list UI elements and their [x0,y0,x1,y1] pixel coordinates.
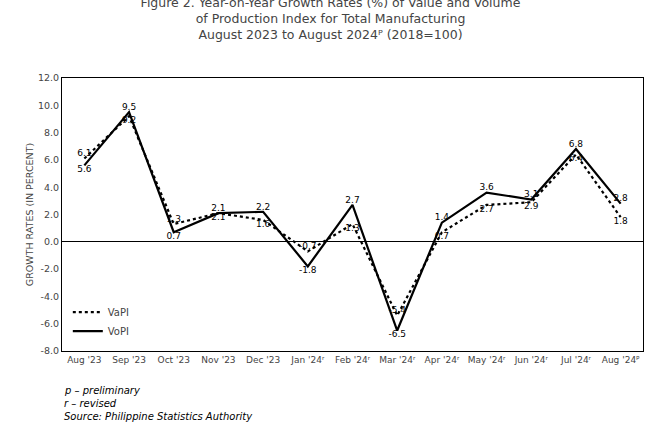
svg-text:12.0: 12.0 [38,72,59,83]
svg-text:-5.4: -5.4 [388,305,406,315]
svg-text:2.7: 2.7 [479,204,493,214]
svg-text:4.0: 4.0 [44,182,59,193]
svg-text:-1.8: -1.8 [299,265,317,275]
svg-text:2.8: 2.8 [613,193,628,203]
svg-text:1.8: 1.8 [613,216,628,226]
svg-text:5.6: 5.6 [77,164,92,174]
svg-text:Sep '23: Sep '23 [112,355,146,365]
svg-text:-0.7: -0.7 [299,241,317,251]
svg-text:6.8: 6.8 [569,139,584,149]
svg-text:2.1: 2.1 [211,212,225,222]
svg-text:2.1: 2.1 [211,203,225,213]
svg-text:-6.0: -6.0 [41,318,60,329]
svg-text:Apr '24ʳ: Apr '24ʳ [425,355,460,365]
svg-text:9.2: 9.2 [122,115,136,125]
svg-text:Jan '24ʳ: Jan '24ʳ [290,355,325,365]
svg-text:p – preliminary: p – preliminary [64,385,141,396]
svg-text:2.7: 2.7 [345,195,359,205]
svg-text:1.4: 1.4 [435,212,450,222]
svg-text:Mar '24ʳ: Mar '24ʳ [379,355,416,365]
svg-text:3.6: 3.6 [479,182,494,192]
svg-text:Nov '23: Nov '23 [201,355,235,365]
svg-text:GROWTH RATES (IN PERCENT): GROWTH RATES (IN PERCENT) [24,143,35,286]
svg-text:0.7: 0.7 [435,231,449,241]
svg-text:r – revised: r – revised [64,398,117,409]
svg-text:-4.0: -4.0 [41,291,60,302]
svg-text:Dec '23: Dec '23 [246,355,280,365]
svg-text:6.0: 6.0 [44,154,59,165]
svg-text:Jun '24ʳ: Jun '24ʳ [514,355,549,365]
svg-text:10.0: 10.0 [38,100,59,111]
svg-text:3.1: 3.1 [524,189,538,199]
svg-text:0.7: 0.7 [167,231,181,241]
svg-text:Oct '23: Oct '23 [158,355,190,365]
svg-text:-8.0: -8.0 [41,345,60,356]
svg-text:0.0: 0.0 [44,236,59,247]
svg-text:Aug '23: Aug '23 [67,355,101,365]
svg-text:Figure 2. Year-on-Year Growth: Figure 2. Year-on-Year Growth Rates (%) … [141,0,521,42]
svg-text:1.6: 1.6 [256,219,271,229]
svg-text:VoPI: VoPI [108,326,129,337]
svg-text:-2.0: -2.0 [41,263,60,274]
svg-text:2.2: 2.2 [256,202,270,212]
svg-text:6.4: 6.4 [569,153,584,163]
svg-text:-6.5: -6.5 [388,329,406,339]
svg-text:May '24ʳ: May '24ʳ [468,355,506,365]
svg-text:9.5: 9.5 [122,102,136,112]
svg-text:2.9: 2.9 [524,201,539,211]
svg-text:6.1: 6.1 [77,148,91,158]
svg-text:8.0: 8.0 [44,127,59,138]
svg-text:1.3: 1.3 [167,214,181,224]
svg-text:Aug '24ᴾ: Aug '24ᴾ [602,355,640,365]
svg-text:Source: Philippine Statistics: Source: Philippine Statistics Authority [64,411,253,422]
svg-text:1.3: 1.3 [345,223,359,233]
svg-text:2.0: 2.0 [44,209,59,220]
svg-text:Feb '24ʳ: Feb '24ʳ [335,355,371,365]
svg-text:Jul '24ʳ: Jul '24ʳ [560,355,592,365]
svg-text:VaPI: VaPI [108,307,129,318]
